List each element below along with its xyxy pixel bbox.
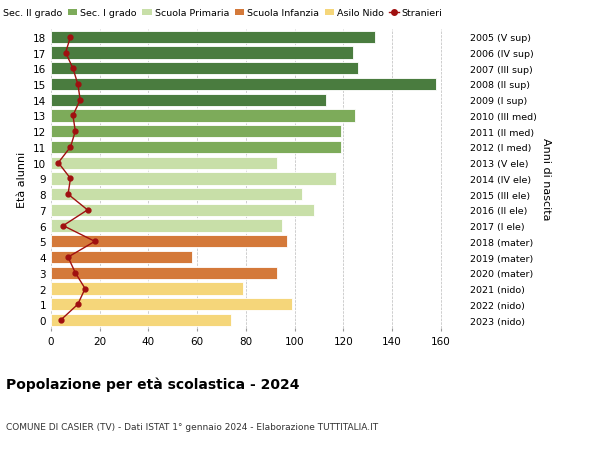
Bar: [51, 141, 341, 154]
Bar: [51, 47, 353, 60]
Text: COMUNE DI CASIER (TV) - Dati ISTAT 1° gennaio 2024 - Elaborazione TUTTITALIA.IT: COMUNE DI CASIER (TV) - Dati ISTAT 1° ge…: [6, 422, 378, 431]
Legend: Sec. II grado, Sec. I grado, Scuola Primaria, Scuola Infanzia, Asilo Nido, Stran: Sec. II grado, Sec. I grado, Scuola Prim…: [0, 6, 446, 22]
Bar: [51, 204, 314, 217]
Bar: [51, 78, 436, 91]
Bar: [51, 173, 336, 185]
Bar: [51, 283, 244, 295]
Bar: [51, 220, 283, 232]
Bar: [51, 314, 231, 326]
Bar: [51, 236, 287, 248]
Bar: [51, 63, 358, 75]
Bar: [51, 126, 341, 138]
Bar: [51, 110, 355, 122]
Text: Popolazione per età scolastica - 2024: Popolazione per età scolastica - 2024: [6, 376, 299, 391]
Y-axis label: Anni di nascita: Anni di nascita: [541, 138, 551, 220]
Bar: [51, 32, 375, 44]
Bar: [51, 298, 292, 311]
Y-axis label: Età alunni: Età alunni: [17, 151, 28, 207]
Bar: [51, 189, 302, 201]
Bar: [51, 95, 326, 106]
Bar: [51, 252, 192, 263]
Bar: [51, 267, 277, 280]
Bar: [51, 157, 277, 169]
